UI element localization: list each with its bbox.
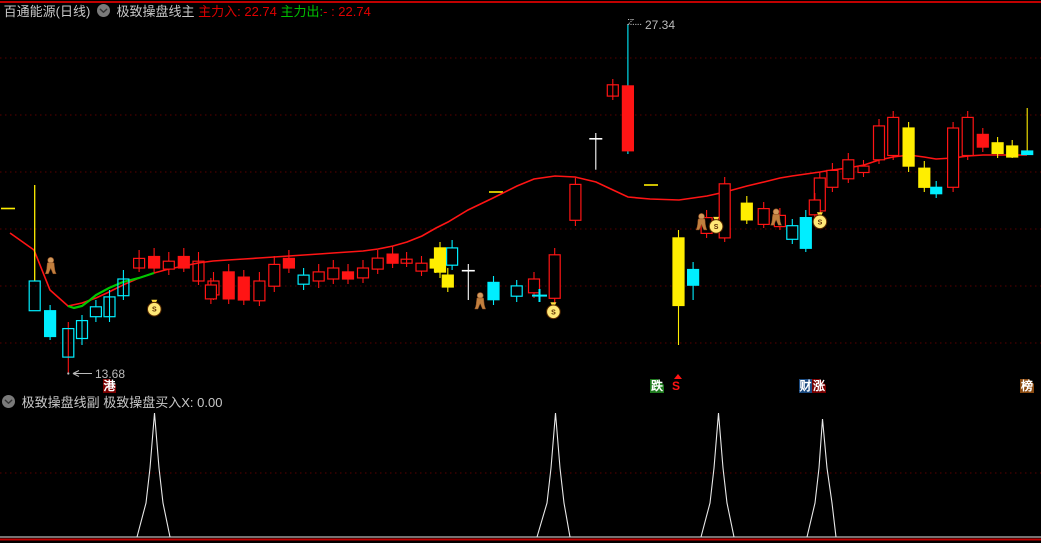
svg-text:财: 财: [798, 378, 811, 393]
svg-text:跌: 跌: [651, 378, 664, 393]
svg-text:S: S: [672, 379, 680, 393]
svg-text:S: S: [152, 307, 157, 314]
svg-text:S: S: [551, 309, 556, 316]
svg-text:27.34: 27.34: [645, 18, 675, 32]
svg-text:港: 港: [103, 378, 116, 393]
svg-text:S: S: [818, 219, 823, 226]
svg-text:涨: 涨: [813, 378, 825, 393]
svg-text:S: S: [714, 224, 719, 231]
svg-text:榜: 榜: [1021, 378, 1033, 393]
